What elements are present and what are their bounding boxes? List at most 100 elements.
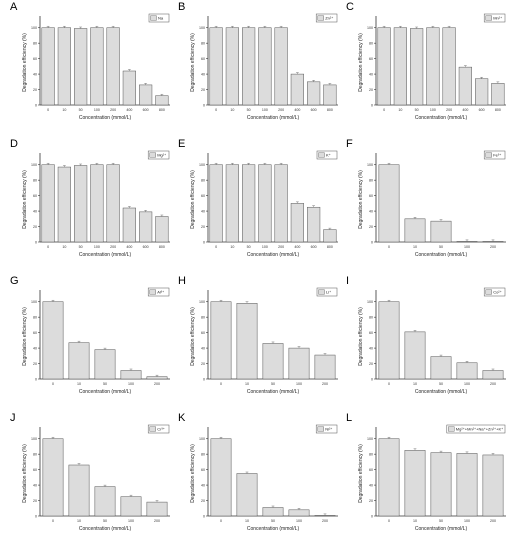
y-tick-label: 60 [369,331,373,335]
legend-label: Ni²⁺ [325,427,332,432]
bar-10 [404,218,426,243]
legend-box [147,287,170,297]
bar-50 [262,507,284,517]
x-tick-label: 50 [103,382,107,386]
bar-chart: 0 20 40 60 80 100 0 10 50 100 200 Concentration (mm… [190,424,338,532]
bar-0 [41,27,55,106]
bar-chart: 0 20 40 60 80 100 0 10 50 100 200 Concentration (mm… [22,424,170,532]
x-tick-label: 0 [383,108,385,112]
chart-panel-f: F 0 20 40 60 80 100 0 10 50 100 200 Concentration (m… [346,137,511,272]
y-tick-label: 100 [31,437,37,441]
bar-10 [57,166,71,243]
y-tick-label: 80 [369,316,373,320]
legend-label: Na [158,16,164,21]
x-tick-label: 50 [79,245,83,249]
y-tick-label: 60 [201,468,205,472]
bar-200 [106,27,120,106]
panel-letter: K [178,412,186,424]
y-tick-label: 80 [33,453,37,457]
x-axis-label: Concentration (mmol/L) [247,252,300,258]
bar-400 [290,203,304,243]
y-tick-label: 80 [201,316,205,320]
legend-label: Mg²⁺+Mn²⁺+Na⁺+Zn²⁺+K⁺ [456,427,503,432]
bar-0 [210,438,232,517]
y-tick-label: 20 [201,88,205,92]
x-axis-label: Concentration (mmol/L) [415,526,468,532]
x-tick-label: 50 [247,108,251,112]
bar-0 [41,164,55,243]
chart-panel-e: E 0 20 40 60 80 100 0 10 50 100 200 400 600 800 Concent… [178,137,343,272]
bar-100 [456,362,478,380]
y-tick-label: 0 [371,515,373,519]
x-tick-label: 600 [143,245,149,249]
x-tick-label: 0 [388,519,390,523]
y-tick-label: 40 [201,73,205,77]
y-tick-label: 100 [199,26,205,30]
x-tick-label: 100 [94,245,100,249]
x-tick-label: 0 [47,108,49,112]
x-tick-label: 200 [490,245,496,249]
bar-0 [378,438,400,517]
y-tick-label: 100 [367,163,373,167]
y-tick-label: 80 [33,42,37,46]
legend-swatch [149,426,156,432]
y-tick-label: 0 [203,378,205,382]
legend-box [315,424,338,434]
y-tick-label: 80 [201,179,205,183]
y-axis-label: Degradation efficiency (%) [358,33,364,92]
x-axis-label: Concentration (mmol/L) [79,389,132,395]
x-tick-label: 100 [296,382,302,386]
bar-200 [482,454,504,517]
x-tick-label: 400 [294,245,300,249]
y-tick-label: 60 [201,194,205,198]
bar-50 [410,28,424,106]
bar-600 [307,81,321,106]
y-tick-label: 100 [31,300,37,304]
x-tick-label: 200 [110,245,116,249]
x-tick-label: 0 [52,519,54,523]
y-axis-label: Degradation efficiency (%) [358,170,364,229]
panel-letter: E [178,138,186,150]
y-tick-label: 40 [369,484,373,488]
y-tick-label: 100 [367,437,373,441]
bar-200 [442,27,456,106]
x-tick-label: 50 [271,519,275,523]
bar-10 [236,303,258,380]
bar-chart: 0 20 40 60 80 100 0 10 50 100 200 400 600 800 Concentr… [190,150,338,258]
y-tick-label: 0 [371,241,373,245]
bar-50 [430,220,452,243]
y-axis-label: Degradation efficiency (%) [22,33,28,92]
x-tick-label: 50 [439,245,443,249]
x-tick-label: 200 [110,108,116,112]
legend-label: Li⁺ [326,290,331,295]
y-tick-label: 40 [369,347,373,351]
bar-chart: 0 20 40 60 80 100 0 10 50 100 200 400 600 800 Concentr… [22,150,170,258]
legend-swatch [149,152,156,158]
legend-box [147,150,170,160]
bar-100 [90,27,104,106]
bar-100 [258,27,272,106]
x-axis-label: Concentration (mmol/L) [415,389,468,395]
bar-800 [491,83,505,106]
legend-label: Mg²⁺ [157,153,166,158]
bar-50 [94,486,116,517]
x-tick-label: 10 [62,245,66,249]
x-axis-label: Concentration (mmol/L) [79,526,132,532]
x-tick-label: 100 [430,108,436,112]
panel-letter: L [346,412,353,424]
y-tick-label: 100 [31,26,37,30]
y-tick-label: 40 [201,210,205,214]
panel-letter: J [10,412,16,424]
x-tick-label: 50 [415,108,419,112]
bar-200 [274,27,288,106]
x-tick-label: 0 [215,108,217,112]
panel-letter: B [178,1,186,13]
x-tick-label: 100 [296,519,302,523]
panel-letter: F [346,138,353,150]
bar-800 [155,95,169,106]
x-tick-label: 600 [143,108,149,112]
bar-0 [209,164,223,243]
y-tick-label: 40 [33,73,37,77]
bar-100 [120,496,142,517]
